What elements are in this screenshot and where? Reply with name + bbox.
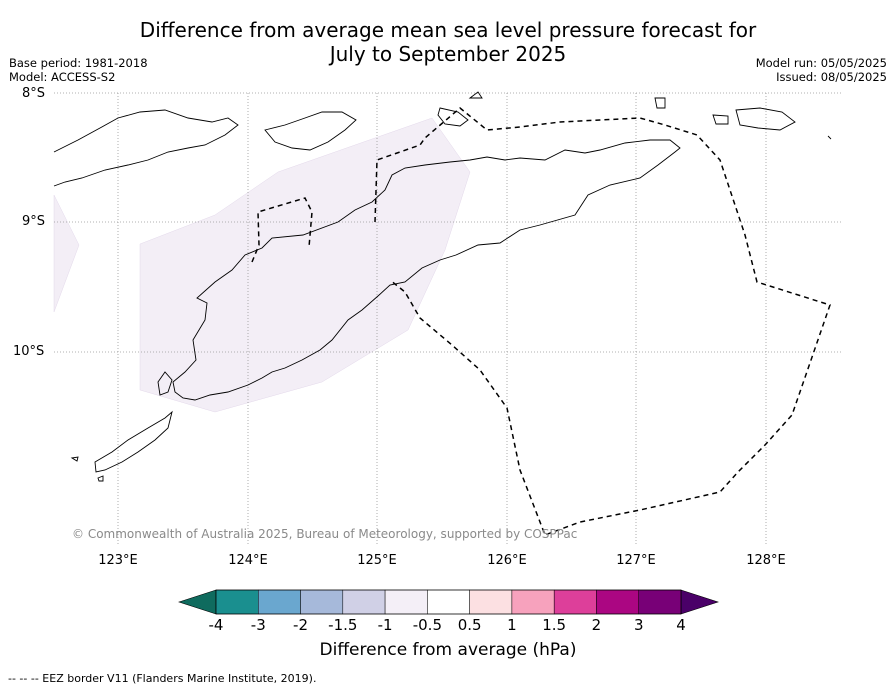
colorbar-segment — [342, 589, 386, 615]
colorbar-tick-label: 4 — [676, 616, 686, 634]
lon-label-127e: 127°E — [616, 553, 656, 568]
colorbar-tick-label: -1.5 — [328, 616, 358, 634]
meta-right: Model run: 05/05/2025 Issued: 08/05/2025 — [756, 56, 887, 84]
title-line-1: Difference from average mean sea level p… — [139, 18, 757, 42]
north-edge-islet — [468, 91, 483, 99]
anomaly-region-main — [139, 117, 471, 413]
colorbar-segment — [300, 589, 344, 615]
lat-label-8s: 8°S — [22, 86, 46, 101]
colorbar-tick-label: 2 — [591, 616, 602, 634]
issued-date: Issued: 08/05/2025 — [776, 70, 887, 84]
northern-islands-coast — [53, 109, 239, 187]
title-line-2: July to September 2025 — [329, 42, 567, 66]
colorbar-title: Difference from average (hPa) — [319, 640, 577, 660]
far-east-island-3 — [712, 114, 729, 125]
colorbar-segment — [427, 589, 470, 615]
colorbar-segment — [596, 589, 639, 615]
timor-coastline — [172, 139, 681, 401]
colorbar-low-arrow — [178, 589, 217, 615]
colorbar-segment — [469, 589, 513, 615]
small-islet-1 — [97, 475, 104, 482]
meta-left: Base period: 1981-2018 Model: ACCESS-S2 — [9, 56, 148, 84]
eez-borders — [251, 107, 831, 536]
far-east-island-2 — [735, 107, 796, 131]
eez-timor-leste — [374, 107, 831, 536]
lat-label-9s: 9°S — [22, 214, 46, 229]
chart-title: Difference from average mean sea level p… — [0, 18, 896, 66]
lat-label-10s: 10°S — [13, 344, 45, 359]
coastlines — [53, 91, 832, 482]
colorbar-tick-label: 0.5 — [457, 616, 482, 634]
lon-label-128e: 128°E — [746, 553, 786, 568]
copyright-text: © Commonwealth of Australia 2025, Bureau… — [72, 527, 578, 541]
colorbar-segment — [511, 589, 555, 615]
colorbar-segment — [553, 589, 597, 615]
colorbar-tick-label: -3 — [250, 616, 266, 634]
model-name: Model: ACCESS-S2 — [9, 70, 116, 84]
gridlines — [54, 92, 843, 545]
colorbar-tick-label: 1 — [507, 616, 517, 634]
colorbar-segment — [258, 589, 301, 615]
eez-west-enclave — [251, 197, 313, 263]
lon-label-125e: 125°E — [357, 553, 397, 568]
wetar-coast — [437, 107, 469, 127]
base-period: Base period: 1981-2018 — [9, 56, 148, 70]
eez-footnote: -- -- -- EEZ border V11 (Flanders Marine… — [8, 672, 317, 685]
small-islet-3 — [827, 135, 832, 140]
model-run: Model run: 05/05/2025 — [755, 56, 887, 70]
lon-label-124e: 124°E — [228, 553, 268, 568]
colorbar-tick-label: -2 — [293, 616, 309, 634]
far-east-island-1 — [654, 97, 666, 109]
alor-island-coast — [264, 111, 357, 151]
small-islet-2 — [70, 456, 79, 462]
anomaly-region-west — [53, 194, 80, 313]
colorbar-frame — [215, 589, 682, 615]
colorbar-segment — [384, 589, 428, 615]
colorbar-segments — [215, 589, 682, 615]
colorbar-segment — [215, 589, 259, 615]
colorbar-tick-label: -4 — [208, 616, 224, 634]
lon-label-126e: 126°E — [487, 553, 527, 568]
colorbar-segment — [638, 589, 682, 615]
colorbar-tick-label: 1.5 — [542, 616, 567, 634]
lon-label-123e: 123°E — [98, 553, 138, 568]
semau-island-coast — [157, 371, 173, 396]
colorbar-high-arrow — [680, 589, 719, 615]
colorbar-tick-label: -0.5 — [412, 616, 442, 634]
colorbar-tick-label: -1 — [377, 616, 393, 634]
colorbar-tick-label: 3 — [633, 616, 644, 634]
southwest-island-coast — [94, 410, 173, 473]
